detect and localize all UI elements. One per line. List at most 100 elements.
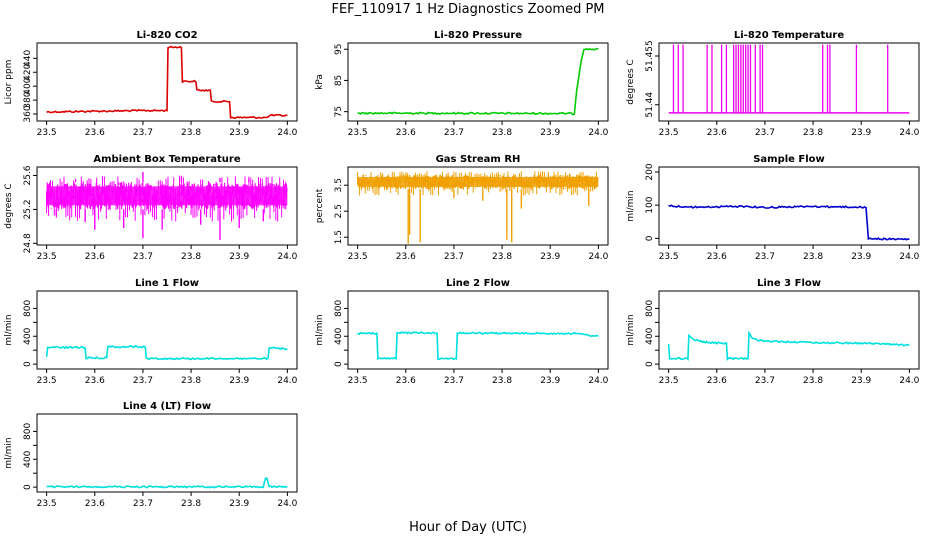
plot-frame — [658, 166, 920, 246]
chart-panel: Line 3 Flow 23.5 23.6 23.7 23.8 23.9 24.0 0 400 8… — [626, 278, 920, 386]
series-line — [357, 331, 599, 361]
x-tick-label: 23.8 — [181, 499, 201, 509]
y-tick-label: 400 — [23, 327, 33, 344]
x-tick-label: 23.9 — [229, 499, 249, 509]
panel-title: Li-820 CO2 — [136, 30, 197, 41]
x-tick-label: 23.6 — [396, 252, 416, 262]
plot-frame — [347, 290, 609, 370]
x-tick-label: 23.8 — [181, 128, 201, 138]
chart-panel: Li-820 Temperature 23.5 23.6 23.7 23.8 23.9 24… — [626, 30, 920, 138]
y-axis-label: percent — [315, 188, 325, 223]
x-tick-label: 23.9 — [851, 128, 871, 138]
x-tick-label: 23.6 — [707, 252, 727, 262]
chart-panel: Line 2 Flow 23.5 23.6 23.7 23.8 23.9 24.0 0 400 8… — [315, 278, 609, 386]
panel-title: Line 3 Flow — [757, 278, 821, 289]
x-tick-label: 24.0 — [277, 252, 297, 262]
x-tick-label: 23.8 — [803, 376, 823, 386]
y-axis-label: kPa — [315, 74, 325, 90]
y-axis-label: ml/min — [4, 437, 14, 468]
y-tick-label: 800 — [645, 300, 655, 317]
y-tick-label: 800 — [23, 300, 33, 317]
chart-panel: Li-820 CO2 23.5 23.6 23.7 23.8 23.9 24.0 360380… — [4, 30, 298, 138]
x-tick-label: 24.0 — [899, 128, 919, 138]
x-tick-label: 23.5 — [348, 252, 368, 262]
x-tick-label: 23.9 — [229, 376, 249, 386]
y-tick-label: 400 — [645, 327, 655, 344]
y-tick-label: 420 — [23, 63, 33, 80]
x-tick-label: 24.0 — [899, 252, 919, 262]
chart-panel: Ambient Box Temperature 23.5 23.6 23.7 23.8 2… — [4, 154, 298, 262]
x-tick-label: 23.6 — [85, 376, 105, 386]
y-tick-label: 24.8 — [23, 233, 33, 253]
y-tick-label: 360 — [23, 105, 33, 122]
plot-frame — [36, 413, 298, 493]
x-tick-label: 24.0 — [899, 376, 919, 386]
y-tick-label: 51.44 — [645, 92, 655, 118]
y-tick-label: 51.455 — [645, 40, 655, 72]
series-line — [667, 330, 910, 362]
chart-panel: Li-820 Pressure 23.5 23.6 23.7 23.8 23.9 24.0 7… — [315, 30, 609, 138]
plot-frame — [658, 290, 920, 370]
x-tick-label: 23.6 — [85, 252, 105, 262]
x-tick-label: 24.0 — [588, 128, 608, 138]
x-tick-label: 23.5 — [37, 499, 57, 509]
x-tick-label: 23.7 — [755, 252, 775, 262]
y-tick-label: 440 — [23, 49, 33, 66]
y-tick-label: 200 — [645, 163, 655, 180]
panel-title: Li-820 Pressure — [434, 30, 522, 41]
y-tick-label: 400 — [23, 450, 33, 467]
x-tick-label: 23.6 — [707, 376, 727, 386]
series-band-core — [46, 186, 288, 206]
figure-x-label: Hour of Day (UTC) — [409, 520, 527, 535]
x-tick-label: 23.9 — [229, 128, 249, 138]
x-tick-label: 23.8 — [803, 128, 823, 138]
panel-title: Line 1 Flow — [135, 278, 199, 289]
chart-panel: Line 4 (LT) Flow 23.5 23.6 23.7 23.8 23.9 24.0… — [4, 401, 298, 509]
series-band-core — [357, 176, 599, 187]
x-tick-label: 23.9 — [229, 252, 249, 262]
y-tick-label: 75 — [334, 106, 344, 117]
y-axis-label: ml/min — [4, 314, 14, 345]
x-tick-label: 23.5 — [37, 128, 57, 138]
series-excursions — [46, 175, 286, 222]
plot-frame — [36, 42, 298, 122]
x-tick-label: 23.8 — [181, 376, 201, 386]
chart-panel: Sample Flow 23.5 23.6 23.7 23.8 23.9 24.0 0 100 2… — [626, 154, 920, 262]
x-tick-label: 23.5 — [659, 252, 679, 262]
x-tick-label: 23.7 — [444, 376, 464, 386]
x-tick-label: 23.9 — [851, 376, 871, 386]
x-tick-label: 24.0 — [277, 376, 297, 386]
chart-panel: Line 1 Flow 23.5 23.6 23.7 23.8 23.9 24.0 0 400 8… — [4, 278, 298, 386]
y-tick-label: 25.2 — [23, 199, 33, 219]
y-tick-label: 380 — [23, 91, 33, 108]
y-tick-label: 95 — [334, 44, 344, 55]
x-tick-label: 23.5 — [348, 376, 368, 386]
series-line — [45, 345, 288, 361]
chart-panels: Li-820 CO2 23.5 23.6 23.7 23.8 23.9 24.0 360380… — [4, 30, 920, 509]
y-tick-label: 100 — [645, 196, 655, 213]
y-tick-label: 2.5 — [334, 204, 344, 218]
x-tick-label: 23.6 — [85, 499, 105, 509]
y-axis-label: degrees C — [4, 183, 14, 228]
x-tick-label: 23.7 — [133, 499, 153, 509]
x-tick-label: 23.5 — [37, 376, 57, 386]
x-tick-label: 23.9 — [540, 128, 560, 138]
x-tick-label: 24.0 — [277, 128, 297, 138]
plot-frame — [347, 166, 609, 246]
panel-title: Line 2 Flow — [446, 278, 510, 289]
figure-title: FEF_110917 1 Hz Diagnostics Zoomed PM — [331, 2, 604, 17]
x-tick-label: 24.0 — [277, 499, 297, 509]
series-excursions — [357, 171, 597, 196]
x-tick-label: 23.7 — [755, 128, 775, 138]
x-tick-label: 23.6 — [707, 128, 727, 138]
x-tick-label: 24.0 — [588, 376, 608, 386]
y-tick-label: 0 — [334, 361, 344, 367]
y-tick-label: 0 — [645, 361, 655, 367]
series-line — [46, 477, 288, 489]
y-tick-label: 400 — [23, 77, 33, 94]
x-tick-label: 23.9 — [851, 252, 871, 262]
y-tick-label: 0 — [23, 361, 33, 367]
x-tick-label: 23.6 — [396, 128, 416, 138]
x-tick-label: 23.5 — [659, 376, 679, 386]
